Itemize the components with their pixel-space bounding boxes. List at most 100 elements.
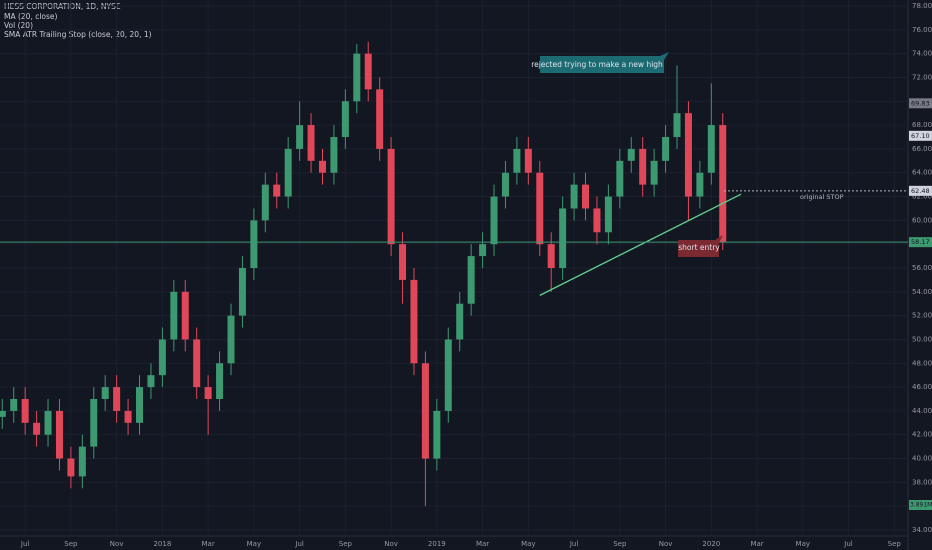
y-tick-label: 54.00 [912, 288, 932, 296]
candle-body [387, 148, 395, 245]
y-tick-label: 78.00 [912, 2, 932, 10]
candle-body [421, 363, 429, 459]
y-tick-label: 56.00 [912, 264, 932, 272]
candle-body [662, 137, 670, 161]
candle-body [318, 160, 326, 173]
y-tick-label: 44.00 [912, 407, 932, 415]
y-tick-label: 48.00 [912, 359, 932, 367]
candle-body [513, 148, 521, 173]
candle-body [570, 184, 578, 209]
candle-body [261, 184, 269, 221]
x-tick-label: Sep [888, 540, 902, 548]
candle-body [158, 339, 166, 376]
candle-body [181, 291, 189, 340]
candle-body [604, 196, 612, 233]
candle-body [364, 53, 372, 90]
x-tick-label: Nov [384, 540, 398, 548]
candle-body [227, 315, 235, 364]
y-tick-label: 66.00 [912, 145, 932, 153]
candle-body [616, 160, 624, 197]
y-tick-label: 50.00 [912, 335, 932, 343]
candle-body [101, 387, 109, 399]
candle-body [284, 148, 292, 197]
y-tick-label: 62.00 [912, 193, 932, 201]
volume-label: 3.891M [910, 502, 932, 509]
candle-body [547, 244, 555, 268]
candle-body [650, 160, 658, 185]
header: Vol (20) [4, 21, 33, 30]
candle-body [136, 387, 144, 423]
candle-body [0, 410, 6, 417]
price-tag [909, 130, 932, 141]
x-tick-label: Mar [750, 540, 763, 548]
x-tick-label: Sep [613, 540, 627, 548]
x-tick-label: Jul [294, 540, 304, 548]
callout [678, 235, 723, 257]
y-tick-label: 46.00 [912, 383, 932, 391]
candle-body [67, 458, 75, 477]
candle-body [501, 172, 509, 197]
candle-body [307, 125, 315, 161]
x-tick-label: Mar [202, 540, 215, 548]
y-tick-label: 74.00 [912, 50, 932, 58]
callout-text: rejected trying to make a new high [531, 60, 663, 69]
candle-body [193, 339, 201, 388]
y-tick-label: 72.00 [912, 73, 932, 81]
price-tag-label: 69.83 [911, 99, 930, 107]
y-tick-label: 40.00 [912, 455, 932, 463]
price-tag-label: 62.48 [911, 187, 930, 195]
header: SMA ATR Trailing Stop (close, 20, 20, 1) [4, 30, 152, 39]
candle-body [524, 148, 532, 173]
x-tick-label: May [247, 540, 261, 548]
candle-body [582, 184, 590, 209]
candle-body [33, 422, 41, 435]
price-tag [909, 237, 932, 248]
candle-body [376, 89, 384, 149]
y-tick-label: 42.00 [912, 431, 932, 439]
candle-body [216, 363, 224, 399]
candle-body [593, 208, 601, 233]
x-tick-label: Mar [476, 540, 489, 548]
stop-label: original STOP [800, 193, 844, 201]
candle-body [684, 113, 692, 197]
candle-body [707, 125, 715, 173]
x-tick-label: Jul [569, 540, 579, 548]
candle-body [296, 125, 304, 149]
volume-tag [909, 500, 932, 510]
candle-body [147, 375, 155, 388]
candle-body [238, 268, 246, 316]
candle-body [433, 410, 441, 459]
candle-body [353, 53, 361, 102]
candle-body [696, 172, 704, 197]
x-tick-label: Jul [20, 540, 30, 548]
callout-text: short entry [678, 243, 720, 252]
y-tick-label: 52.00 [912, 312, 932, 320]
candle-body [536, 172, 544, 245]
candle-body [78, 446, 86, 477]
candle-body [444, 339, 452, 411]
candle-body [21, 399, 29, 423]
x-tick-label: 2020 [702, 540, 720, 548]
x-tick-label: Nov [659, 540, 673, 548]
candle-body [627, 148, 635, 161]
price-tag [909, 185, 932, 196]
candle-body [273, 184, 281, 197]
x-tick-label: Sep [339, 540, 353, 548]
candle-body [559, 208, 567, 268]
x-tick-label: 2019 [428, 540, 446, 548]
candle-body [170, 291, 178, 340]
candle-body [639, 148, 647, 185]
y-tick-label: 68.00 [912, 121, 932, 129]
x-tick-label: Jul [843, 540, 853, 548]
y-tick-label: 34.00 [912, 526, 932, 534]
candle-body [399, 244, 407, 280]
candle-body [490, 196, 498, 245]
header: MA (20, close) [4, 12, 58, 21]
candle-body [10, 399, 18, 411]
x-tick-label: Sep [64, 540, 78, 548]
candle-body [250, 220, 258, 268]
price-tag-label: 58.17 [911, 238, 930, 246]
callout [540, 52, 669, 73]
candle-body [55, 410, 63, 459]
